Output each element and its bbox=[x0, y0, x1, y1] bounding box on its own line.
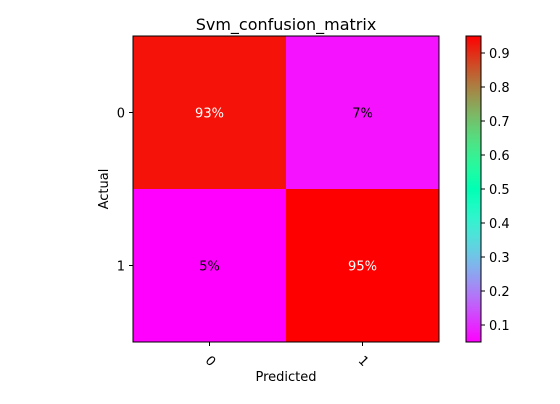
heatmap-cells bbox=[133, 36, 439, 342]
cell-value-label: 93% bbox=[195, 107, 224, 122]
colorbar-tick-label: 0.6 bbox=[489, 149, 510, 164]
colorbar bbox=[465, 35, 482, 343]
y-axis-ticks: 01 bbox=[117, 107, 133, 275]
y-tick-label: 1 bbox=[117, 260, 125, 275]
heatmap-cell bbox=[286, 189, 439, 342]
heatmap-cell bbox=[133, 36, 286, 189]
colorbar-tick-label: 0.2 bbox=[489, 285, 510, 300]
colorbar-tick-label: 0.4 bbox=[489, 217, 510, 232]
cell-value-label: 5% bbox=[199, 260, 220, 275]
cell-value-label: 7% bbox=[352, 107, 373, 122]
x-tick-label: 1 bbox=[355, 353, 371, 369]
heatmap-cell bbox=[133, 189, 286, 342]
colorbar-tick-label: 0.9 bbox=[489, 47, 510, 62]
y-axis-label: Actual bbox=[97, 169, 112, 210]
heatmap-cell-labels: 93% 7% 5% 95% bbox=[195, 107, 377, 275]
plot-frame bbox=[132, 35, 440, 343]
colorbar-ticks: 0.1 0.2 0.3 0.4 0.5 0.6 0.7 0.8 0.9 bbox=[481, 47, 510, 334]
x-axis-label: Predicted bbox=[255, 370, 316, 385]
y-tick-label: 0 bbox=[117, 107, 125, 122]
colorbar-tick-label: 0.3 bbox=[489, 251, 510, 266]
x-tick-label: 0 bbox=[202, 353, 218, 369]
cell-value-label: 95% bbox=[348, 260, 377, 275]
heatmap-cell bbox=[286, 36, 439, 189]
colorbar-tick-label: 0.8 bbox=[489, 81, 510, 96]
colorbar-tick-label: 0.1 bbox=[489, 319, 510, 334]
colorbar-tick-label: 0.7 bbox=[489, 115, 510, 130]
colorbar-tick-label: 0.5 bbox=[489, 183, 510, 198]
chart-title: Svm_confusion_matrix bbox=[196, 15, 377, 35]
